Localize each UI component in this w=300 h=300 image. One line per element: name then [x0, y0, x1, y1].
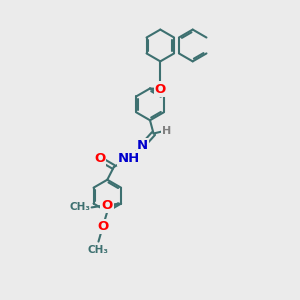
Text: CH₃: CH₃ [88, 244, 109, 254]
Text: O: O [155, 82, 166, 95]
Text: O: O [101, 199, 112, 212]
Text: H: H [162, 126, 171, 136]
Text: CH₃: CH₃ [69, 202, 90, 212]
Text: NH: NH [118, 152, 140, 165]
Text: O: O [94, 152, 105, 165]
Text: N: N [137, 140, 148, 152]
Text: O: O [97, 220, 109, 233]
